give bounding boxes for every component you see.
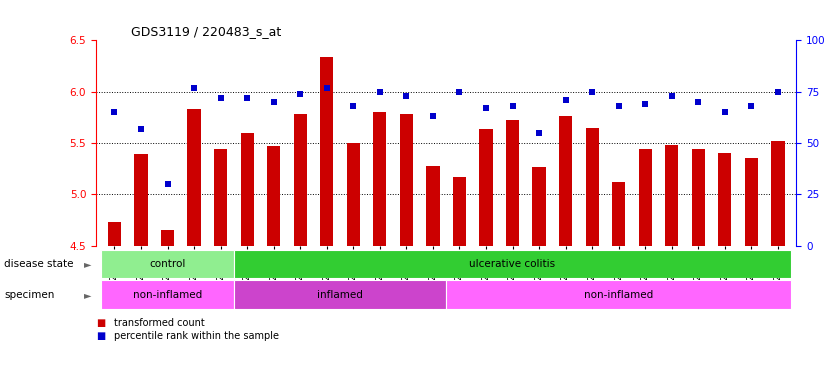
- Point: [559, 97, 572, 103]
- Bar: [134, 154, 148, 246]
- Bar: [347, 143, 360, 246]
- Point: [718, 109, 731, 115]
- Bar: [559, 116, 572, 246]
- Text: ■: ■: [96, 331, 105, 341]
- Point: [399, 93, 413, 99]
- Bar: [399, 114, 413, 246]
- Bar: [639, 149, 652, 246]
- Bar: [101, 280, 234, 309]
- Text: percentile rank within the sample: percentile rank within the sample: [114, 331, 279, 341]
- Point: [480, 105, 493, 111]
- Point: [639, 101, 652, 107]
- Text: transformed count: transformed count: [114, 318, 205, 328]
- Text: ulcerative colitis: ulcerative colitis: [470, 259, 555, 269]
- Point: [612, 103, 626, 109]
- Point: [214, 95, 228, 101]
- Text: non-inflamed: non-inflamed: [584, 290, 653, 300]
- Bar: [532, 167, 545, 246]
- Text: GDS3119 / 220483_s_at: GDS3119 / 220483_s_at: [131, 25, 281, 38]
- Point: [532, 130, 545, 136]
- Bar: [506, 121, 519, 246]
- Point: [161, 181, 174, 187]
- Bar: [771, 141, 785, 246]
- Bar: [108, 222, 121, 246]
- Text: control: control: [149, 259, 186, 269]
- Point: [745, 103, 758, 109]
- Point: [585, 89, 599, 95]
- Point: [506, 103, 520, 109]
- Bar: [585, 127, 599, 246]
- Text: non-inflamed: non-inflamed: [133, 290, 202, 300]
- Point: [691, 99, 705, 105]
- Point: [267, 99, 280, 105]
- Bar: [188, 109, 201, 246]
- Point: [188, 84, 201, 91]
- Point: [771, 89, 785, 95]
- Bar: [240, 133, 254, 246]
- Bar: [612, 182, 626, 246]
- Text: ►: ►: [84, 290, 92, 300]
- Bar: [691, 149, 705, 246]
- Point: [426, 113, 440, 119]
- Bar: [745, 159, 758, 246]
- Bar: [101, 250, 234, 278]
- Bar: [480, 129, 493, 246]
- Text: specimen: specimen: [4, 290, 54, 300]
- Point: [294, 91, 307, 97]
- Bar: [294, 114, 307, 246]
- Bar: [446, 280, 791, 309]
- Point: [665, 93, 678, 99]
- Bar: [718, 153, 731, 246]
- Text: ►: ►: [84, 259, 92, 269]
- Bar: [373, 112, 386, 246]
- Point: [240, 95, 254, 101]
- Bar: [234, 250, 791, 278]
- Bar: [234, 280, 446, 309]
- Text: inflamed: inflamed: [317, 290, 363, 300]
- Point: [453, 89, 466, 95]
- Point: [347, 103, 360, 109]
- Point: [108, 109, 121, 115]
- Text: ■: ■: [96, 318, 105, 328]
- Bar: [214, 149, 227, 246]
- Point: [320, 84, 334, 91]
- Bar: [320, 57, 334, 246]
- Point: [373, 89, 386, 95]
- Bar: [453, 177, 466, 246]
- Bar: [666, 145, 678, 246]
- Bar: [161, 230, 174, 246]
- Text: disease state: disease state: [4, 259, 73, 269]
- Bar: [267, 146, 280, 246]
- Point: [134, 126, 148, 132]
- Bar: [426, 166, 440, 246]
